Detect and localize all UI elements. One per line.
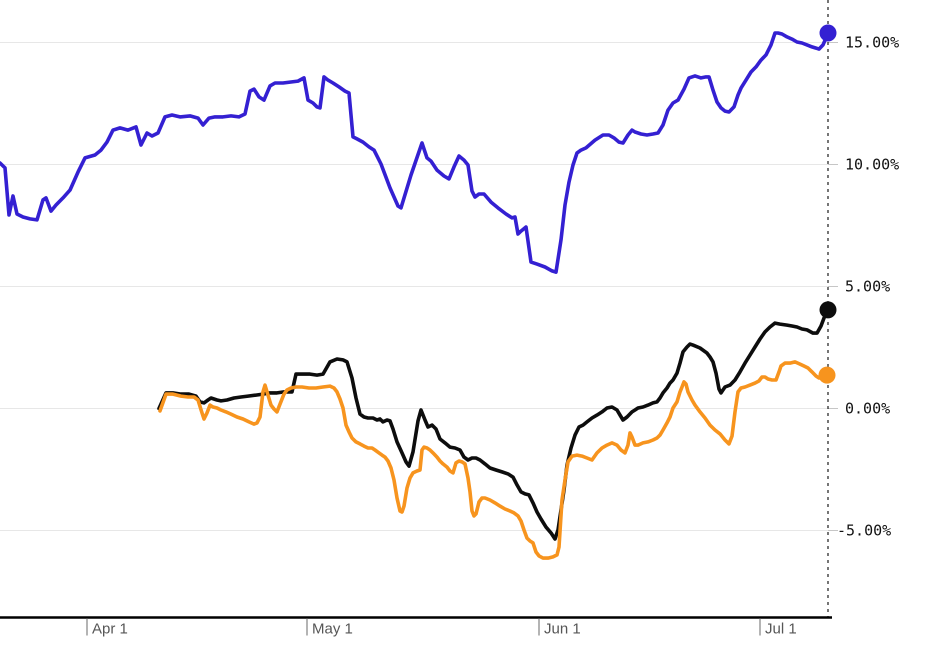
y-tick-label: -5.00%	[837, 522, 891, 540]
y-axis-labels-group: 15.00% 10.00% 5.00% 0.00% -5.00%	[837, 34, 899, 540]
y-tick-label: 15.00%	[845, 34, 899, 52]
y-tick-label: 0.00%	[845, 400, 890, 418]
x-tick-label: Jul 1	[765, 621, 797, 638]
series-group	[0, 24, 837, 560]
y-tick-label: 5.00%	[845, 278, 890, 296]
x-tick-label: Jun 1	[544, 621, 581, 638]
blue-series-end-dot[interactable]	[819, 24, 837, 42]
gridlines-group	[0, 42, 838, 531]
x-tick-label: Apr 1	[92, 621, 128, 638]
orange-series-end-dot[interactable]	[818, 366, 836, 384]
blue-series-line[interactable]	[0, 31, 830, 274]
y-tick-label: 10.00%	[845, 156, 899, 174]
x-tick-label: May 1	[312, 621, 353, 638]
black-series-line[interactable]	[157, 308, 830, 541]
x-axis-group: Apr 1 May 1 Jun 1 Jul 1	[0, 616, 832, 638]
orange-series-line[interactable]	[158, 360, 829, 560]
black-series-end-dot[interactable]	[819, 301, 837, 319]
